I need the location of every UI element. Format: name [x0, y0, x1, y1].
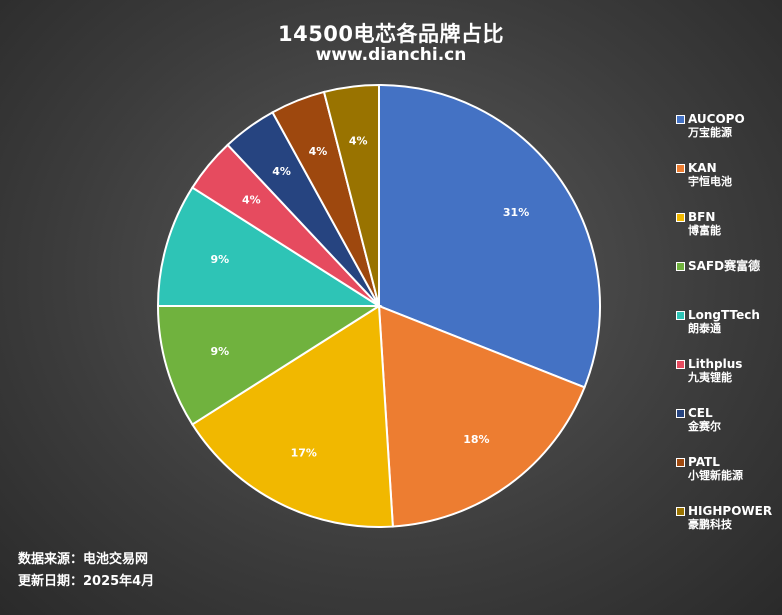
legend-label: AUCOPO	[688, 112, 745, 126]
data-label-8: 4%	[349, 135, 368, 148]
legend-label: PATL	[688, 455, 720, 469]
legend-label: Lithplus	[688, 357, 743, 371]
data-label-3: 9%	[210, 345, 229, 358]
legend-sublabel: 小锂新能源	[688, 469, 743, 482]
legend-label: CEL	[688, 406, 713, 420]
data-label-7: 4%	[309, 145, 328, 158]
legend-sublabel: 金赛尔	[688, 420, 721, 433]
legend-swatch	[676, 507, 685, 516]
pie-slice-0	[378, 83, 601, 389]
legend-swatch	[676, 115, 685, 124]
pie-slice-3	[156, 305, 383, 426]
legend-label: LongTTech	[688, 308, 760, 322]
data-label-5: 4%	[242, 193, 261, 206]
chart-title: 14500电芯各品牌占比	[277, 22, 505, 46]
chart-subtitle: www.dianchi.cn	[315, 45, 467, 65]
pie-slice-1	[377, 304, 586, 528]
pie-slice-4	[156, 186, 383, 307]
update-note: 更新日期：2025年4月	[18, 574, 155, 589]
legend-label: BFN	[688, 210, 716, 224]
legend-sublabel: 万宝能源	[688, 126, 732, 139]
data-label-6: 4%	[272, 165, 291, 178]
legend-label: KAN	[688, 161, 717, 175]
source-note: 数据来源：电池交易网	[18, 552, 149, 567]
legend-swatch	[676, 164, 685, 173]
legend-label: SAFD赛富德	[688, 259, 761, 273]
pie-slice-2	[191, 304, 394, 528]
legend-sublabel: 宇恒电池	[688, 175, 732, 188]
legend-swatch	[676, 458, 685, 467]
legend-swatch	[676, 262, 685, 271]
legend-swatch	[676, 213, 685, 222]
legend-swatch	[676, 409, 685, 418]
legend-sublabel: 博富能	[688, 224, 721, 237]
legend-sublabel: 九夷锂能	[688, 371, 732, 384]
legend-swatch	[676, 311, 685, 320]
pie-slice-8	[322, 83, 380, 307]
legend-sublabel: 朗泰通	[688, 322, 721, 335]
data-label-1: 18%	[463, 433, 489, 446]
legend-sublabel: 豪鹏科技	[688, 518, 732, 531]
legend-swatch	[676, 360, 685, 369]
data-label-0: 31%	[503, 206, 529, 219]
data-label-4: 9%	[210, 253, 229, 266]
legend-label: HIGHPOWER	[688, 504, 773, 518]
data-label-2: 17%	[291, 447, 317, 460]
